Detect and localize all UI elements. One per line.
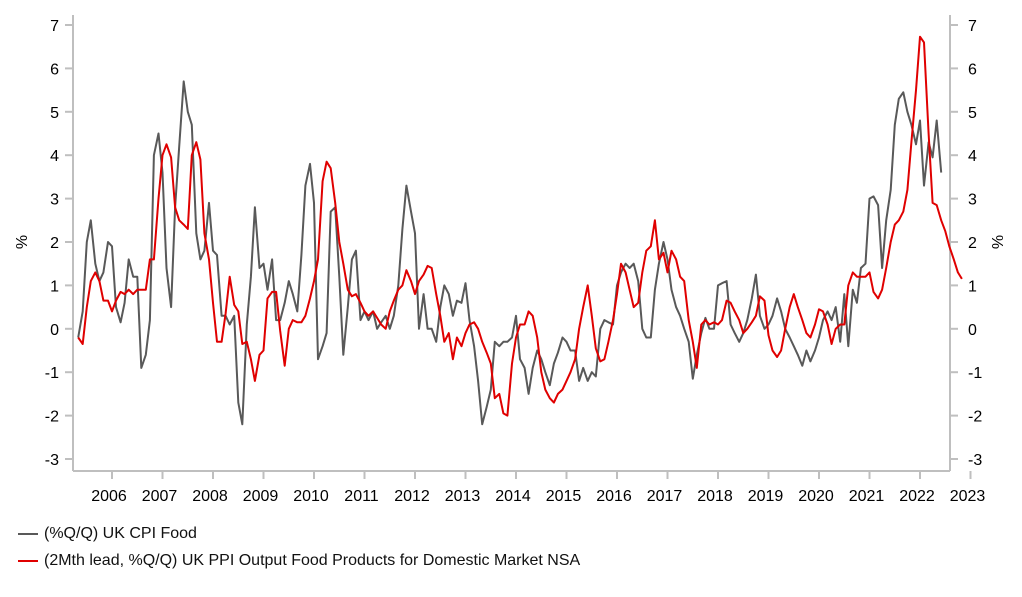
legend-swatch-ppi [18, 559, 38, 562]
x-tick-label: 2008 [192, 488, 228, 505]
y-tick-label-right: 7 [968, 18, 977, 35]
x-tick-label: 2023 [950, 488, 986, 505]
x-tick-label: 2012 [394, 488, 430, 505]
x-tick-label: 2006 [91, 488, 127, 505]
y-tick-label-right: -2 [968, 409, 982, 426]
legend-label-cpi: (%Q/Q) UK CPI Food [44, 524, 197, 542]
y-tick-label-left: -1 [45, 365, 59, 382]
y-tick-label-left: 1 [50, 278, 59, 295]
y-tick-label-right: 3 [968, 192, 977, 209]
y-tick-label-right: 5 [968, 105, 977, 122]
y-tick-label-right: -1 [968, 365, 982, 382]
y-tick-label-left: -2 [45, 409, 59, 426]
y-tick-label-right: 1 [968, 278, 977, 295]
series-line-cpi-food [77, 80, 943, 426]
y-tick-label-left: 6 [50, 61, 59, 78]
y-tick-label-left: 2 [50, 235, 59, 252]
y-tick-label-left: 4 [50, 148, 59, 165]
x-tick-label: 2009 [243, 488, 279, 505]
x-tick-label: 2015 [546, 488, 582, 505]
x-tick-label: 2014 [495, 488, 531, 505]
x-tick-label: 2020 [798, 488, 834, 505]
x-tick-label: 2021 [849, 488, 885, 505]
x-tick-label: 2016 [596, 488, 632, 505]
legend: (%Q/Q) UK CPI Food (2Mth lead, %Q/Q) UK … [18, 520, 580, 574]
legend-item-ppi: (2Mth lead, %Q/Q) UK PPI Output Food Pro… [18, 547, 580, 574]
x-tick-label: 2017 [647, 488, 683, 505]
x-tick-label: 2022 [899, 488, 935, 505]
y-tick-label-left: 5 [50, 105, 59, 122]
series-line-ppi-food [77, 35, 963, 417]
y-tick-label-right: -3 [968, 452, 982, 469]
x-tick-label: 2019 [748, 488, 784, 505]
line-chart: -3 -3 -2 -2 -1 -1 0 0 1 1 2 2 3 3 4 4 5 5 6 6 7 7% % 2006 2007 20… [14, 15, 1005, 505]
legend-swatch-cpi [18, 532, 38, 535]
y-tick-label-left: -3 [45, 452, 59, 469]
y-tick-label-right: 0 [968, 322, 977, 339]
x-tick-label: 2007 [142, 488, 178, 505]
y-axis-label-left: % [14, 235, 31, 249]
x-tick-label: 2011 [344, 488, 379, 505]
x-tick-label: 2010 [293, 488, 329, 505]
y-tick-label-right: 4 [968, 148, 977, 165]
y-axis-label-right: % [988, 235, 1005, 249]
y-tick-label-left: 3 [50, 192, 59, 209]
y-tick-label-left: 7 [50, 18, 59, 35]
x-tick-label: 2018 [697, 488, 733, 505]
y-tick-label-right: 6 [968, 61, 977, 78]
legend-item-cpi: (%Q/Q) UK CPI Food [18, 520, 580, 547]
x-tick-label: 2013 [445, 488, 481, 505]
y-tick-label-right: 2 [968, 235, 977, 252]
legend-label-ppi: (2Mth lead, %Q/Q) UK PPI Output Food Pro… [44, 551, 581, 569]
y-tick-label-left: 0 [50, 322, 59, 339]
